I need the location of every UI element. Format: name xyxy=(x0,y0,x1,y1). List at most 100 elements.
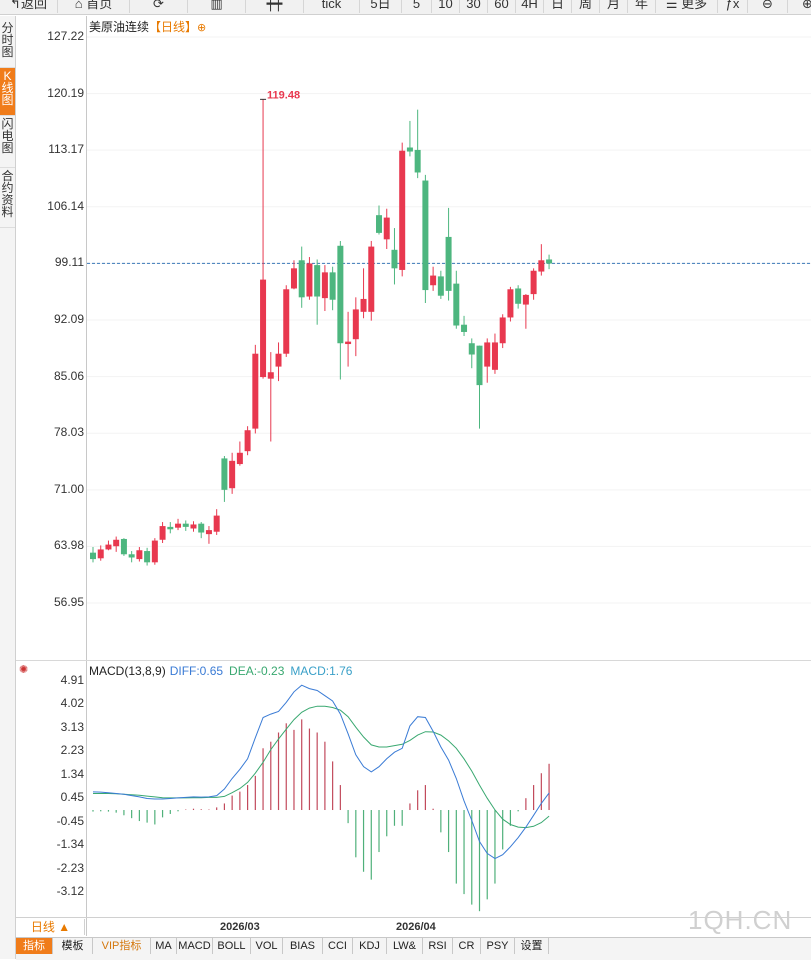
period-4h-button[interactable]: 4H xyxy=(516,0,544,13)
candle-style-button[interactable]: ┿┿ xyxy=(246,0,304,13)
macd-tick-3: 2.23 xyxy=(60,743,84,758)
candle-body xyxy=(182,523,189,527)
indicator-tab-0[interactable]: 指标 xyxy=(16,938,53,954)
macd-tick-4: 1.34 xyxy=(60,766,84,781)
candle-body xyxy=(329,272,336,300)
dea-line xyxy=(93,705,550,829)
zoom-out-button[interactable]: ⊖ xyxy=(748,0,788,13)
price-tick-6: 85.06 xyxy=(53,368,84,383)
candle-body xyxy=(376,215,383,233)
indicator-tab-2[interactable]: VIP指标 xyxy=(93,938,151,954)
date-axis: 2026/03 2026/04 xyxy=(16,917,811,937)
macd-tick-6: -0.45 xyxy=(56,813,84,828)
chart-title: 美原油连续【日线】⊕ xyxy=(89,18,206,35)
y-axis-line xyxy=(86,16,87,936)
candle-body xyxy=(236,452,243,465)
side-tab-3[interactable]: 合约资料 xyxy=(0,168,15,228)
bar-chart-button[interactable]: ▥ xyxy=(188,0,246,13)
candle-body xyxy=(491,342,498,370)
indicator-tab-1[interactable]: 模板 xyxy=(53,938,93,954)
period-5day-button[interactable]: 5日 xyxy=(360,0,402,13)
candle-body xyxy=(445,236,452,291)
side-tab-2[interactable]: 闪电图 xyxy=(0,116,15,168)
candle-body xyxy=(90,552,96,560)
price-tick-7: 78.03 xyxy=(53,425,84,440)
watermark: 1QH.CN xyxy=(688,905,793,935)
macd-tick-7: -1.34 xyxy=(56,837,84,852)
indicator-tab-4[interactable]: MACD xyxy=(177,938,213,954)
price-tick-3: 106.14 xyxy=(47,198,84,213)
period-10min-button[interactable]: 10 xyxy=(432,0,460,13)
candle-body xyxy=(167,526,174,530)
candle-body xyxy=(105,544,112,550)
period-day-button[interactable]: 日 xyxy=(544,0,572,13)
candle-body xyxy=(298,260,305,298)
price-tick-9: 63.98 xyxy=(53,538,84,553)
candle-body xyxy=(414,149,421,173)
candle-body xyxy=(391,249,398,269)
period-label: 【日线】 xyxy=(149,20,198,34)
price-tick-4: 99.11 xyxy=(54,255,84,270)
period-week-button[interactable]: 周 xyxy=(572,0,600,13)
candle-body xyxy=(128,554,135,558)
price-tick-0: 127.22 xyxy=(47,29,84,43)
diff-line xyxy=(92,684,550,860)
candle-body xyxy=(267,372,274,379)
period-year-button[interactable]: 年 xyxy=(628,0,656,13)
panel-separator[interactable] xyxy=(16,660,811,661)
back-button[interactable]: ↰返回 xyxy=(0,0,58,13)
price-tick-10: 56.95 xyxy=(53,595,84,609)
candle-body xyxy=(468,343,475,355)
period-dropdown[interactable]: 日线 ▲ xyxy=(17,919,85,935)
indicator-tab-14[interactable]: 设置 xyxy=(515,938,549,954)
candle-body xyxy=(221,458,228,490)
candle-body xyxy=(368,246,375,312)
candle-body xyxy=(430,275,437,286)
candle-body xyxy=(290,268,297,289)
price-tick-5: 92.09 xyxy=(53,311,84,326)
candle-body xyxy=(175,523,182,528)
indicator-tab-11[interactable]: RSI xyxy=(423,938,453,954)
period-60min-button[interactable]: 60 xyxy=(488,0,516,13)
indicator-tab-9[interactable]: KDJ xyxy=(353,938,387,954)
indicator-tab-10[interactable]: LW& xyxy=(387,938,423,954)
price-tick-8: 71.00 xyxy=(53,481,84,496)
indicator-tab-5[interactable]: BOLL xyxy=(213,938,251,954)
zoom-in-button[interactable]: ⊕ xyxy=(788,0,811,13)
candle-body xyxy=(283,289,290,354)
settings-icon[interactable]: ⊕ xyxy=(197,22,207,34)
indicator-tab-12[interactable]: CR xyxy=(453,938,481,954)
period-5min-button[interactable]: 5 xyxy=(402,0,432,13)
formula-button[interactable]: ƒx xyxy=(718,0,748,13)
more-button[interactable]: ☰ 更多 xyxy=(656,0,718,13)
candle-body xyxy=(97,549,104,559)
macd-tick-5: 0.45 xyxy=(60,790,84,805)
candle-body xyxy=(530,270,537,295)
period-30min-button[interactable]: 30 xyxy=(460,0,488,13)
candle-body xyxy=(507,289,514,318)
indicator-tab-8[interactable]: CCI xyxy=(323,938,353,954)
indicator-tab-3[interactable]: MA xyxy=(151,938,177,954)
candle-body xyxy=(406,147,413,152)
home-button[interactable]: ⌂ 首页 xyxy=(58,0,130,13)
indicator-tab-6[interactable]: VOL xyxy=(251,938,283,954)
candle-body xyxy=(453,283,460,326)
side-tab-0[interactable]: 分时图 xyxy=(0,20,15,68)
price-tick-2: 113.17 xyxy=(48,142,84,157)
candle-body xyxy=(205,530,212,535)
candle-body xyxy=(422,180,429,291)
macd-title: MACD(13,8,9) DIFF:0.65 DEA:-0.23 MACD:1.76 xyxy=(89,664,352,678)
date-label-march: 2026/03 xyxy=(220,921,260,933)
candle-body xyxy=(120,538,127,555)
side-tab-1[interactable]: K线图 xyxy=(0,68,15,116)
macd-settings-icon[interactable]: ✺ xyxy=(19,664,29,676)
indicator-tab-13[interactable]: PSY xyxy=(481,938,515,954)
candle-body xyxy=(345,341,352,345)
period-month-button[interactable]: 月 xyxy=(600,0,628,13)
candle-body xyxy=(113,539,120,547)
tick-button[interactable]: tick xyxy=(304,0,360,13)
refresh-button[interactable]: ⟳ xyxy=(130,0,188,13)
candle-body xyxy=(260,279,267,378)
indicator-tab-7[interactable]: BIAS xyxy=(283,938,323,954)
